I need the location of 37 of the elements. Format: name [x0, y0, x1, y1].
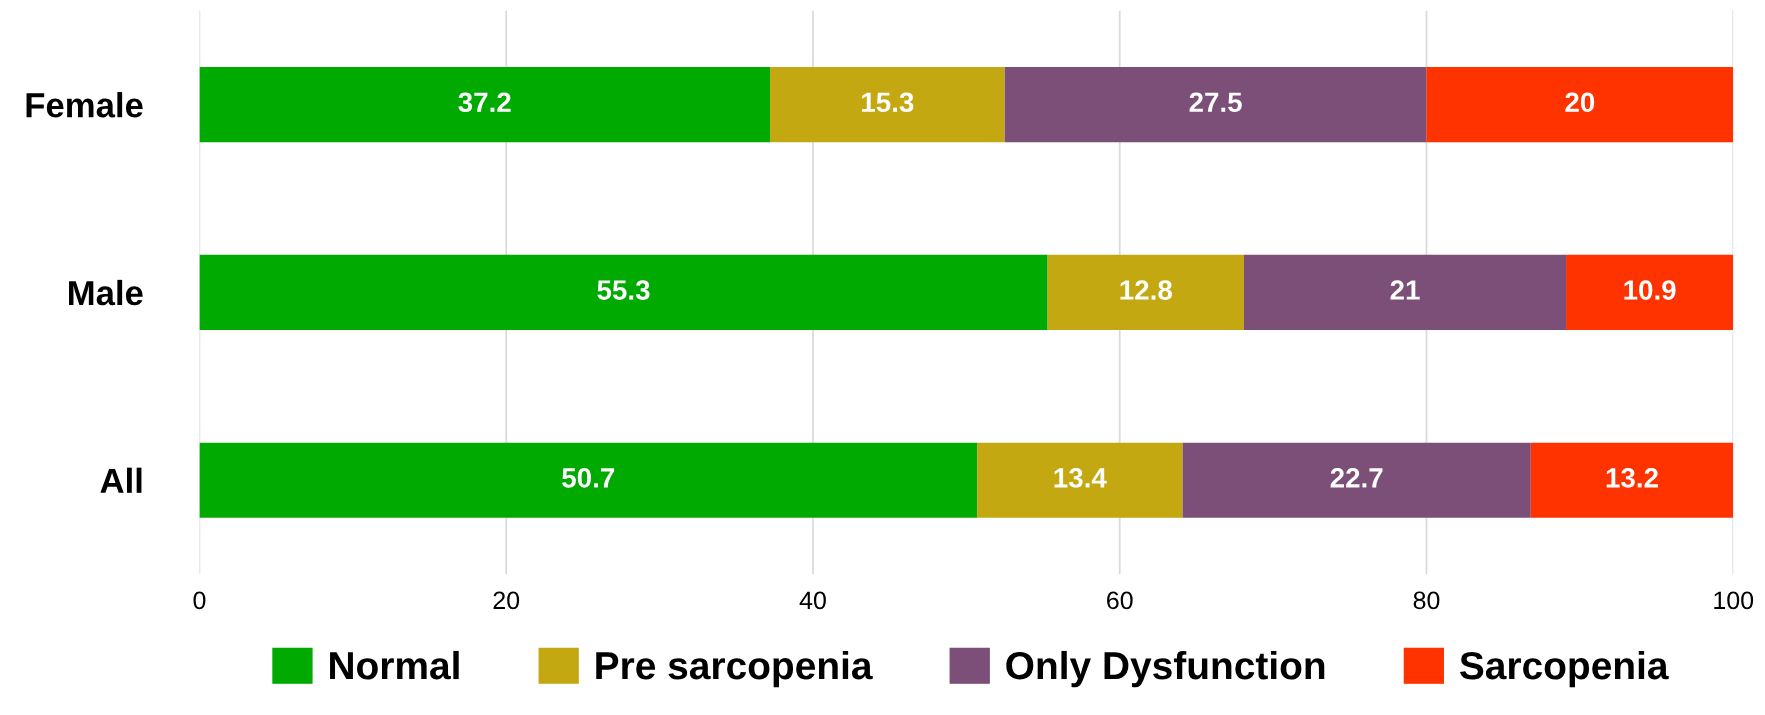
legend-label: Sarcopenia [1459, 650, 1669, 688]
legend-label: Only Dysfunction [1006, 650, 1325, 688]
x-tick-label: 60 [1107, 591, 1133, 610]
x-tick-label: 0 [193, 591, 206, 610]
bar [977, 442, 1183, 518]
y-tick-label: All [100, 467, 142, 493]
data-label: 13.2 [1606, 468, 1658, 488]
bar [199, 67, 771, 143]
bar [1047, 254, 1244, 330]
data-label: 27.5 [1189, 92, 1242, 113]
x-tick-label: 20 [493, 591, 520, 610]
data-label: 21 [1390, 280, 1420, 300]
bar [1004, 67, 1427, 143]
bar [1566, 254, 1734, 330]
x-tick-label: 40 [799, 591, 826, 610]
bar [1530, 442, 1734, 518]
bar [770, 67, 1005, 143]
bar [1182, 442, 1531, 518]
bar [1426, 67, 1734, 143]
bar [1243, 254, 1567, 330]
y-tick-label: Female [26, 92, 143, 118]
data-label: 12.8 [1120, 280, 1172, 300]
data-label: 55.3 [597, 280, 650, 300]
data-label: 20 [1565, 92, 1595, 113]
data-label: 22.7 [1330, 468, 1383, 488]
bar [199, 442, 978, 518]
data-label: 37.2 [458, 92, 511, 113]
x-tick-label: 80 [1413, 591, 1440, 610]
data-label: 13.4 [1054, 468, 1107, 488]
legend-label: Pre sarcopenia [596, 650, 873, 688]
bar [199, 254, 1048, 330]
data-label: 50.7 [562, 468, 615, 488]
data-label: 10.9 [1624, 280, 1676, 300]
y-tick-label: Male [69, 279, 143, 306]
x-tick-label: 100 [1714, 591, 1754, 610]
data-label: 15.3 [862, 92, 914, 113]
legend-label: Normal [330, 650, 459, 680]
